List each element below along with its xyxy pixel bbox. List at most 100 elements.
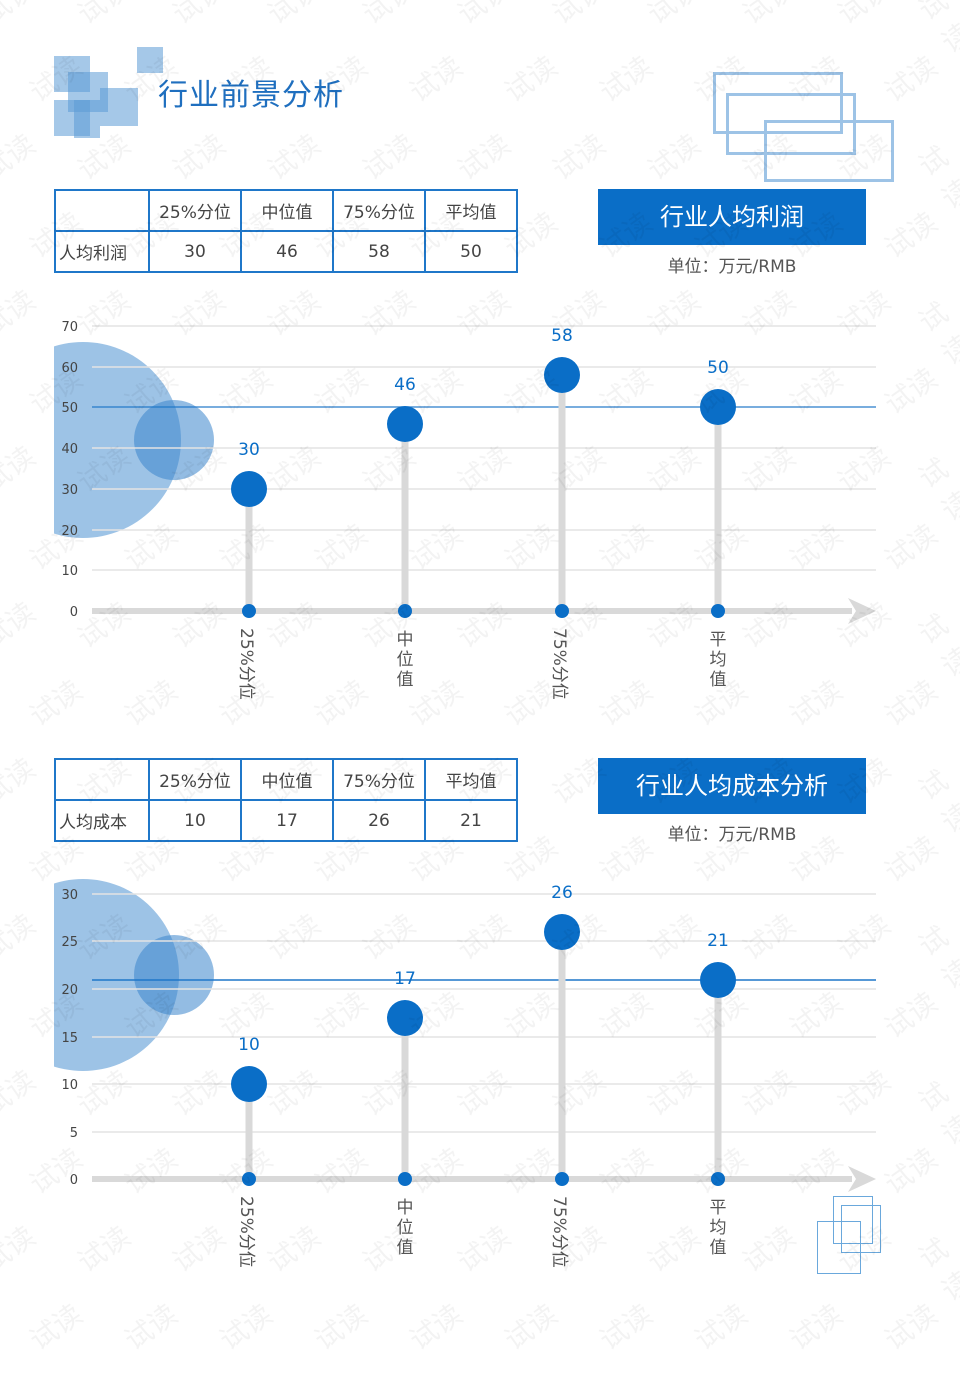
deco-bubble-small [134,935,214,1015]
table-header-cell: 平均值 [424,189,518,232]
row-label: 人均成本 [54,799,150,842]
svg-text:0: 0 [70,1173,78,1188]
svg-text:50: 50 [707,358,729,378]
svg-text:75%分位: 75%分位 [549,1196,569,1268]
svg-text:平: 平 [710,1198,727,1218]
svg-text:10: 10 [61,564,78,579]
cost-chart: 30 25 20 15 10 5 0 10 17 26 21 25%分位 中 位… [0,870,876,1268]
svg-text:位: 位 [397,650,414,670]
watermark-text: 试读 [876,202,945,267]
table-cell: 26 [332,799,426,842]
watermark-text: 试读 [957,57,960,139]
table-header-cell: 25%分位 [148,758,242,801]
point-p75 [544,914,580,950]
svg-text:值: 值 [710,1238,727,1258]
svg-text:40: 40 [61,442,78,457]
watermark-text: 试读 [354,124,423,189]
profit-chart: 70 60 50 40 30 20 10 0 30 46 58 50 25%分位… [0,320,876,700]
y-axis-ticks: 70 60 50 40 30 20 10 0 [61,320,78,620]
svg-text:值: 值 [397,1238,414,1258]
svg-text:26: 26 [551,883,573,903]
table-header-cell: 中位值 [240,189,334,232]
svg-text:15: 15 [61,1031,78,1046]
svg-text:21: 21 [707,931,729,951]
svg-text:25%分位: 25%分位 [236,1196,256,1268]
table-cell: 10 [148,799,242,842]
watermark-text: 试读 [259,124,328,189]
watermark-text: 试读 [401,1294,470,1359]
deco-frame [764,120,894,182]
svg-text:中: 中 [397,1198,414,1218]
watermark-text: 试读 [686,1294,755,1359]
watermark-text: 试读 [116,1294,185,1359]
deco-square [74,100,100,138]
watermark-text: 试读 [734,0,803,32]
bubble-mask [0,870,54,1090]
deco-square [137,47,163,73]
watermark-text: 试读 [910,0,960,61]
point-mean [700,962,736,998]
svg-text:平: 平 [710,630,727,650]
table-header-cell: 25%分位 [148,189,242,232]
table-header-cell: 中位值 [240,758,334,801]
cost-table: 25%分位 中位值 75%分位 平均值 人均成本 10 17 26 21 [54,758,518,842]
svg-text:25%分位: 25%分位 [236,628,256,700]
point-p25 [231,471,267,507]
svg-text:5: 5 [70,1126,78,1141]
x-axis-arrow-icon [848,1166,876,1192]
profit-banner: 行业人均利润 [598,189,866,245]
page-title: 行业前景分析 [158,78,344,113]
svg-text:20: 20 [61,524,78,539]
svg-text:均: 均 [710,650,727,670]
data-points [231,357,736,618]
svg-text:位: 位 [397,1218,414,1238]
watermark-text: 试读 [69,0,138,32]
watermark-text: 试读 [354,0,423,32]
stems [245,375,722,611]
gridlines [92,325,876,571]
svg-text:70: 70 [61,320,78,335]
watermark-text: 试读 [639,0,708,32]
watermark-text: 试读 [164,0,233,32]
svg-text:均: 均 [710,1218,727,1238]
point-mean [700,389,736,425]
stems [245,932,722,1179]
table-header-cell [54,758,150,801]
table-cell: 30 [148,230,242,273]
table-header-cell: 75%分位 [332,189,426,232]
watermark-text: 试读 [591,46,660,111]
deco-frame [817,1221,861,1274]
data-points [231,914,736,1186]
bubble-mask [0,330,54,560]
vertical-label: 中 [397,630,414,650]
table-header-cell [54,189,150,232]
row-label: 人均利润 [54,230,150,273]
watermark-text: 试读 [401,46,470,111]
svg-text:0: 0 [70,605,78,620]
watermark-text: 试读 [957,1305,960,1387]
cost-banner: 行业人均成本分析 [598,758,866,814]
x-axis-labels: 25%分位 中 位 值 75%分位 平 均 值 [236,1196,727,1268]
svg-text:10: 10 [238,1035,260,1055]
table-header-cell: 75%分位 [332,758,426,801]
svg-text:46: 46 [394,375,416,395]
watermark-text: 试读 [781,1294,850,1359]
svg-text:值: 值 [397,670,414,690]
svg-text:30: 30 [238,440,260,460]
deco-frame [726,93,856,155]
gridlines [92,893,876,1133]
svg-text:75%分位: 75%分位 [549,628,569,700]
svg-text:值: 值 [710,670,727,690]
svg-text:30: 30 [61,888,78,903]
point-p25 [231,1066,267,1102]
svg-text:60: 60 [61,361,78,376]
watermark-text: 试读 [211,1294,280,1359]
point-median [387,406,423,442]
data-labels: 10 17 26 21 [238,883,729,1055]
deco-frame [841,1205,881,1253]
watermark-text: 试读 [829,0,898,32]
watermark-text: 试读 [449,124,518,189]
table-row: 人均成本 10 17 26 21 [54,799,518,842]
table-header-cell: 平均值 [424,758,518,801]
watermark-text: 试读 [876,46,945,111]
